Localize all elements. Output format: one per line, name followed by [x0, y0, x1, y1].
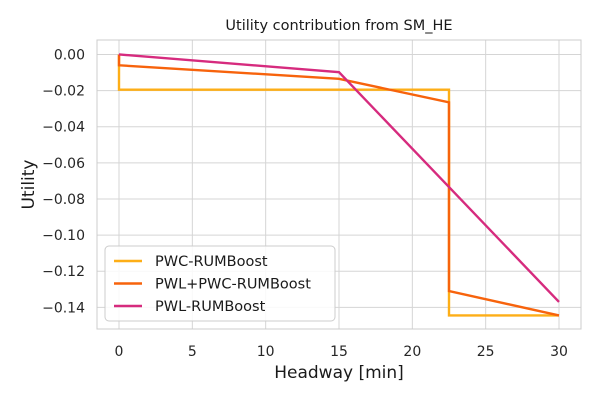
x-tick-label: 15	[330, 344, 348, 360]
x-tick-label: 20	[403, 344, 421, 360]
x-tick-label: 0	[115, 344, 124, 360]
y-tick-label: −0.10	[42, 228, 85, 244]
y-tick-label: 0.00	[54, 47, 85, 63]
y-tick-label: −0.02	[42, 84, 85, 100]
x-axis-ticks: 0 5 10 15 20 25 30	[115, 344, 568, 360]
y-tick-label: −0.14	[42, 300, 85, 316]
series-line	[118, 53, 560, 303]
plot-frame	[96, 39, 582, 330]
x-tick-label: 10	[257, 344, 275, 360]
y-axis-label: Utility	[19, 159, 39, 209]
legend: PWC-RUMBoost PWL+PWC-RUMBoost PWL-RUMBoost	[104, 245, 336, 322]
y-axis-ticks: 0.00 −0.02 −0.04 −0.06 −0.08 −0.10 −0.12 −0.14	[42, 47, 85, 316]
legend-label: PWL-RUMBoost	[155, 299, 266, 315]
x-tick-label: 25	[477, 344, 495, 360]
y-tick-label: −0.04	[42, 120, 85, 136]
x-tick-label: 5	[188, 344, 197, 360]
x-axis-label: Headway [min]	[274, 363, 404, 383]
legend-label: PWL+PWC-RUMBoost	[155, 277, 311, 293]
y-tick-label: −0.08	[42, 192, 85, 208]
legend-box	[104, 245, 336, 322]
series-lines	[117, 53, 560, 317]
series-line	[117, 54, 560, 317]
legend-label: PWC-RUMBoost	[155, 254, 268, 270]
chart-title: Utility contribution from SM_HE	[225, 18, 452, 34]
x-tick-label: 30	[550, 344, 568, 360]
series-line	[117, 54, 559, 317]
y-tick-label: −0.12	[42, 264, 85, 280]
y-tick-label: −0.06	[42, 156, 85, 172]
